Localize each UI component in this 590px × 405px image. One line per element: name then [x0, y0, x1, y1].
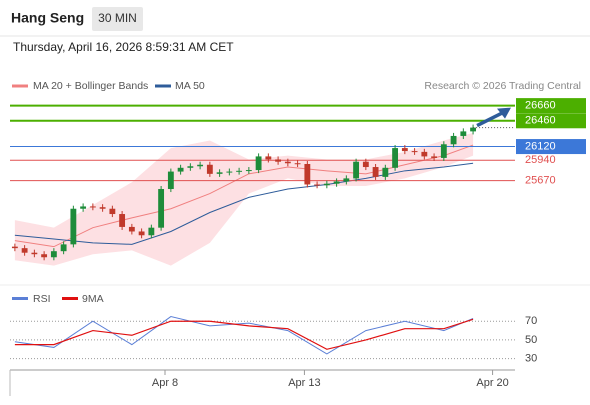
- chart-title: Hang Seng: [11, 10, 84, 26]
- candle-body: [440, 144, 447, 158]
- x-tick-label: Apr 8: [152, 377, 178, 389]
- level-label: 26660: [525, 100, 556, 112]
- candle-body: [99, 207, 106, 209]
- candle-body: [138, 231, 145, 236]
- candle-body: [31, 252, 38, 255]
- legend-swatch: [62, 297, 78, 300]
- level-label-box: [516, 113, 586, 129]
- candle-body: [148, 227, 155, 236]
- candle-body: [70, 208, 77, 245]
- level-label: 25940: [525, 154, 556, 166]
- candle-body: [401, 148, 408, 152]
- forecast-arrow-head: [497, 107, 511, 119]
- candle-body: [80, 206, 87, 209]
- legend-label: MA 20 + Bollinger Bands: [33, 80, 148, 92]
- candle-body: [226, 171, 233, 173]
- candle-body: [41, 254, 48, 258]
- x-tick-label: Apr 13: [288, 377, 320, 389]
- candle-body: [236, 170, 243, 172]
- candle-body: [119, 214, 126, 227]
- candle-body: [460, 131, 467, 136]
- candle-body: [314, 184, 321, 186]
- y-tick-label: 30: [525, 353, 537, 365]
- y-tick-label: 50: [525, 334, 537, 346]
- interval-badge: [92, 7, 143, 31]
- candle-body: [177, 167, 184, 172]
- level-label: 26460: [525, 115, 556, 127]
- candle-body: [392, 148, 399, 168]
- candle-body: [372, 167, 379, 177]
- rsi-line: [14, 316, 474, 355]
- legend-label: RSI: [33, 293, 51, 305]
- legend-swatch: [155, 84, 171, 88]
- candle-body: [128, 226, 135, 232]
- candle-body: [450, 135, 457, 145]
- forecast-arrow: [476, 110, 506, 128]
- candle-body: [50, 251, 57, 258]
- legend-swatch: [12, 297, 28, 300]
- candle-body: [343, 178, 350, 182]
- legend-label: 9MA: [82, 293, 104, 305]
- candle-body: [265, 156, 272, 160]
- y-tick-label: 70: [525, 315, 537, 327]
- candle-body: [197, 164, 204, 167]
- candle-body: [323, 183, 330, 186]
- level-label-box: [516, 98, 586, 114]
- candle-body: [187, 166, 194, 168]
- candle-body: [216, 172, 223, 174]
- candle-body: [109, 208, 116, 215]
- interval-label: 30 MIN: [98, 11, 137, 25]
- candle-body: [167, 171, 174, 190]
- rsi-line: [14, 318, 474, 350]
- legend-label: MA 50: [175, 80, 205, 92]
- candle-body: [382, 167, 389, 177]
- candle-body: [60, 244, 67, 252]
- level-label-box: [516, 139, 586, 155]
- candle-body: [333, 181, 340, 184]
- candle-body: [158, 189, 165, 228]
- x-tick-label: Apr 20: [476, 377, 508, 389]
- candle-body: [245, 170, 252, 172]
- candle-body: [431, 156, 438, 158]
- candle-body: [275, 159, 282, 162]
- candle-body: [304, 163, 311, 185]
- candle-body: [11, 246, 18, 249]
- candle-body: [411, 151, 418, 153]
- timestamp: Thursday, April 16, 2026 8:59:31 AM CET: [13, 40, 234, 54]
- candle-body: [284, 161, 291, 164]
- candle-body: [21, 248, 28, 253]
- candle-body: [362, 161, 369, 168]
- credit: Research © 2026 Trading Central: [424, 80, 581, 92]
- candle-body: [255, 156, 262, 171]
- level-label: 26120: [525, 140, 556, 152]
- candle-body: [294, 163, 301, 165]
- candle-body: [421, 151, 428, 157]
- candle-body: [89, 206, 96, 208]
- ma50-line: [14, 162, 474, 245]
- level-label: 25670: [525, 175, 556, 187]
- legend-swatch: [12, 84, 28, 88]
- candle-body: [353, 161, 360, 179]
- candle-body: [470, 127, 477, 132]
- candle-body: [206, 164, 213, 174]
